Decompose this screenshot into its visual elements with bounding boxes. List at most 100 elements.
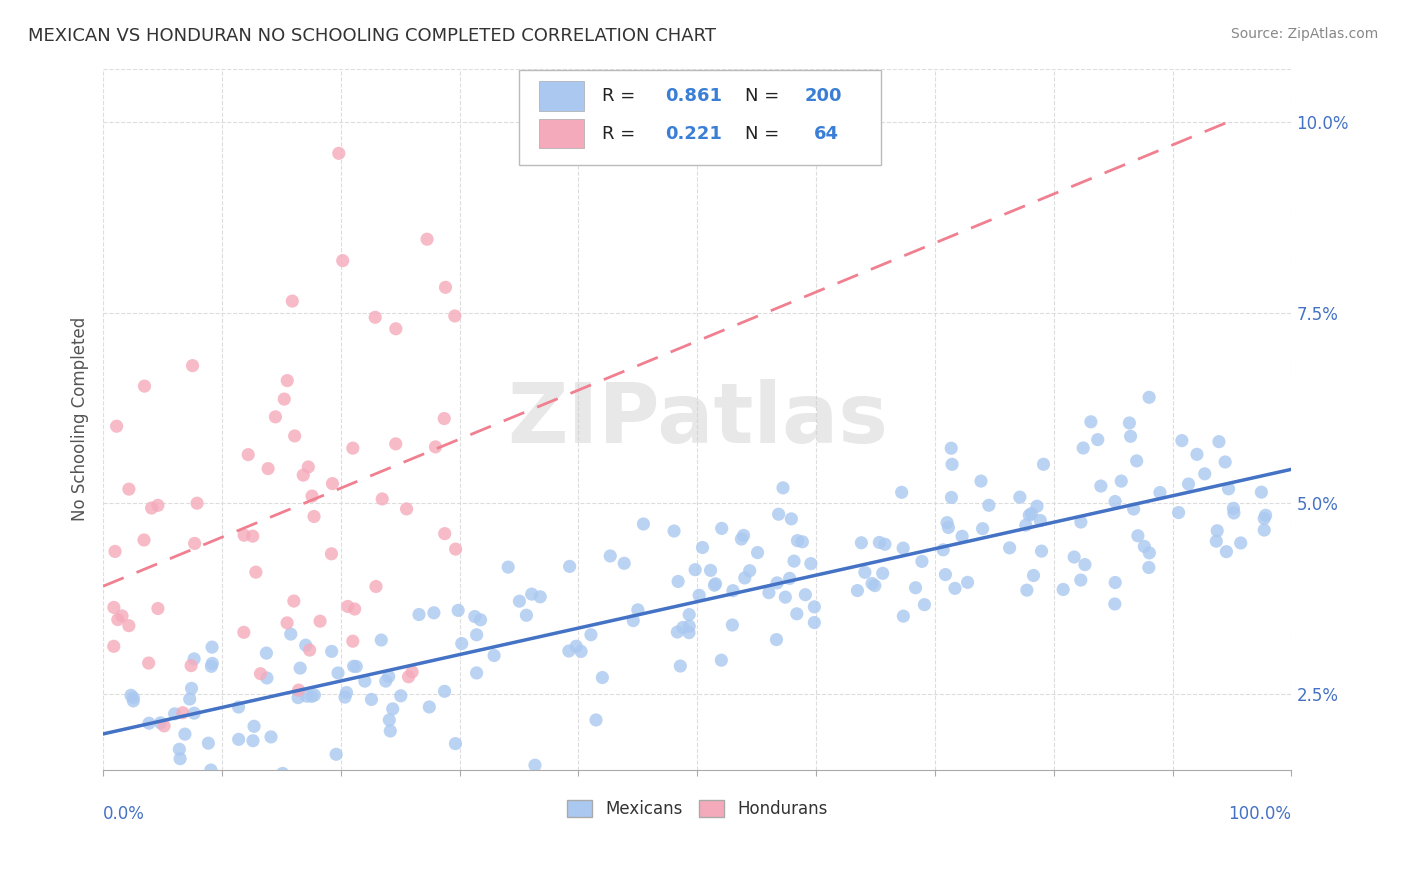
Point bbox=[1222, 501, 1244, 516]
Point bbox=[1206, 524, 1229, 538]
Point bbox=[1250, 485, 1272, 500]
Point bbox=[758, 585, 780, 599]
Point bbox=[734, 571, 756, 585]
Point bbox=[298, 643, 321, 657]
Point bbox=[730, 532, 752, 546]
Point bbox=[197, 736, 219, 750]
Point bbox=[523, 758, 546, 772]
Point bbox=[118, 482, 141, 496]
Point bbox=[1137, 546, 1160, 560]
Point bbox=[287, 683, 309, 698]
Text: 0.0%: 0.0% bbox=[103, 805, 145, 823]
Point bbox=[378, 713, 401, 727]
Point bbox=[704, 576, 727, 591]
Legend: Mexicans, Hondurans: Mexicans, Hondurans bbox=[560, 793, 835, 825]
Point bbox=[243, 719, 266, 733]
Point bbox=[149, 715, 172, 730]
Point bbox=[678, 607, 700, 622]
Point bbox=[118, 618, 141, 632]
Point bbox=[105, 419, 128, 434]
Point bbox=[891, 609, 914, 624]
Point bbox=[280, 627, 302, 641]
Point bbox=[627, 603, 650, 617]
Point bbox=[288, 661, 311, 675]
Point bbox=[792, 534, 814, 549]
Text: 200: 200 bbox=[804, 87, 842, 105]
Point bbox=[111, 608, 134, 623]
Point bbox=[1253, 511, 1275, 525]
Point bbox=[970, 474, 993, 488]
Point bbox=[465, 665, 488, 680]
Point bbox=[733, 528, 755, 542]
Point bbox=[1087, 433, 1109, 447]
Point bbox=[569, 644, 592, 658]
Point bbox=[772, 481, 794, 495]
Point bbox=[228, 732, 250, 747]
Point bbox=[977, 498, 1000, 512]
Point bbox=[433, 526, 456, 541]
Point bbox=[1119, 429, 1142, 443]
FancyBboxPatch shape bbox=[519, 70, 882, 165]
Point bbox=[201, 657, 224, 671]
Point bbox=[183, 706, 205, 720]
Point bbox=[1223, 506, 1246, 520]
Point bbox=[738, 564, 761, 578]
Point bbox=[1126, 529, 1149, 543]
Point bbox=[1213, 455, 1236, 469]
Point bbox=[302, 509, 325, 524]
Point bbox=[281, 294, 304, 309]
Point bbox=[558, 644, 581, 658]
Point bbox=[912, 598, 935, 612]
Point bbox=[276, 615, 298, 630]
Point bbox=[342, 634, 364, 648]
Point bbox=[1208, 434, 1230, 449]
Point bbox=[515, 608, 537, 623]
Point bbox=[911, 554, 934, 568]
Point bbox=[364, 579, 387, 593]
Point bbox=[398, 670, 420, 684]
Point bbox=[1205, 534, 1227, 549]
Text: R =: R = bbox=[602, 87, 641, 105]
Point bbox=[1026, 500, 1049, 514]
Point bbox=[1015, 518, 1038, 533]
Point bbox=[370, 633, 392, 648]
Point bbox=[779, 571, 801, 585]
Point bbox=[186, 496, 208, 510]
Point bbox=[1137, 390, 1160, 404]
Point bbox=[301, 690, 323, 704]
Point bbox=[344, 659, 367, 673]
Point bbox=[425, 440, 447, 454]
Point bbox=[200, 659, 222, 673]
Point bbox=[710, 521, 733, 535]
Point bbox=[1109, 474, 1132, 488]
Point bbox=[803, 615, 825, 630]
Point bbox=[169, 752, 191, 766]
Point bbox=[228, 700, 250, 714]
Point bbox=[558, 559, 581, 574]
Point bbox=[401, 665, 423, 679]
Point bbox=[936, 516, 959, 530]
Point bbox=[508, 594, 530, 608]
Point bbox=[377, 669, 399, 683]
Point bbox=[765, 632, 787, 647]
Point bbox=[579, 628, 602, 642]
Point bbox=[443, 309, 465, 323]
Point bbox=[941, 441, 963, 455]
Point bbox=[434, 280, 457, 294]
Point bbox=[950, 529, 973, 543]
Point bbox=[328, 146, 350, 161]
Text: 0.861: 0.861 bbox=[665, 87, 723, 105]
Point bbox=[200, 763, 222, 777]
Point bbox=[292, 468, 315, 483]
Point bbox=[703, 578, 725, 592]
Point bbox=[360, 692, 382, 706]
Point bbox=[132, 533, 155, 547]
Point bbox=[786, 607, 808, 621]
Point bbox=[364, 310, 387, 325]
Point bbox=[672, 620, 695, 634]
Point bbox=[613, 556, 636, 570]
Point bbox=[678, 619, 700, 633]
Point bbox=[633, 516, 655, 531]
Point bbox=[304, 688, 326, 702]
Point bbox=[104, 544, 127, 558]
